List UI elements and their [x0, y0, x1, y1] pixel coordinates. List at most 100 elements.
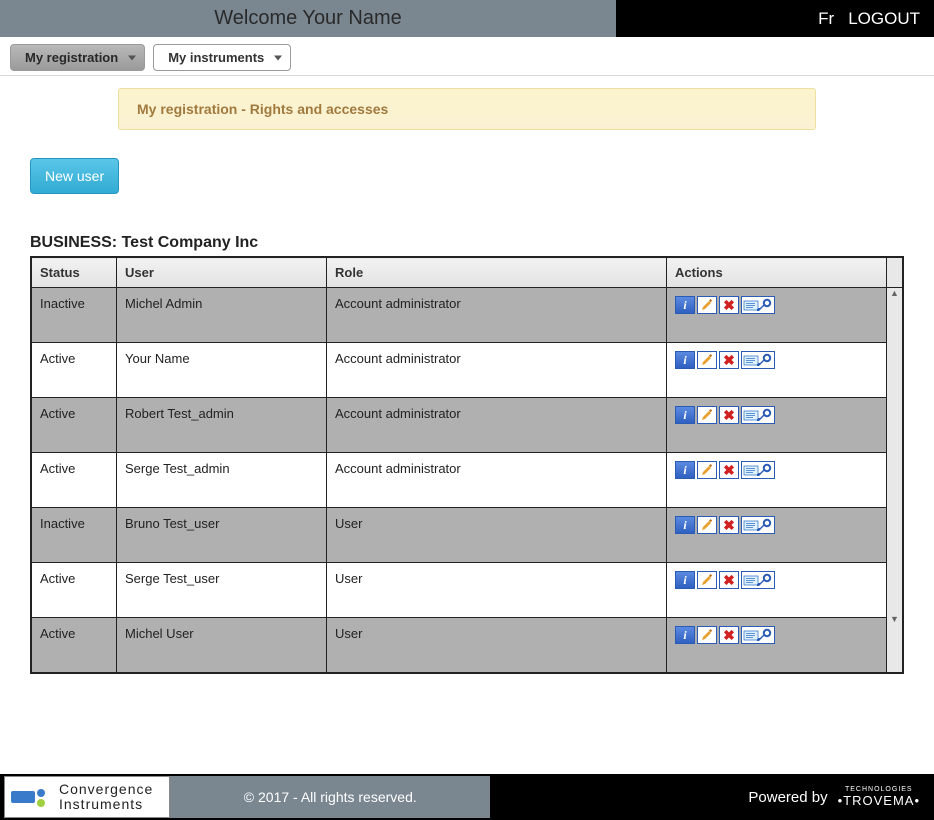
menubar: My registration My instruments [0, 37, 934, 76]
cell-role: User [327, 508, 667, 563]
welcome-label: Welcome Your Name [0, 0, 616, 37]
cell-role: Account administrator [327, 453, 667, 508]
business-label: BUSINESS: [30, 234, 117, 251]
info-icon[interactable]: i [675, 516, 695, 534]
col-status: Status [32, 258, 117, 288]
edit-icon[interactable] [697, 296, 717, 314]
footer-brand: Convergence Instruments [4, 776, 170, 818]
cell-user: Michel Admin [117, 288, 327, 343]
table-row: Active Serge Test_user User i ✖ [32, 563, 903, 618]
cell-user: Robert Test_admin [117, 398, 327, 453]
cell-user: Your Name [117, 343, 327, 398]
info-icon[interactable]: i [675, 571, 695, 589]
business-title: BUSINESS: Test Company Inc [30, 234, 904, 252]
menu-my-registration-label: My registration [25, 50, 118, 65]
key-icon[interactable] [741, 516, 775, 534]
cell-status: Active [32, 343, 117, 398]
table-row: Active Serge Test_admin Account administ… [32, 453, 903, 508]
cell-actions: i ✖ [667, 508, 887, 563]
brand-line2: Instruments [59, 797, 153, 812]
menu-my-instruments[interactable]: My instruments [153, 44, 291, 71]
trovema-big: •TROVEMA• [838, 793, 920, 808]
chevron-down-icon [128, 55, 136, 60]
info-icon[interactable]: i [675, 351, 695, 369]
row-actions: i ✖ [675, 461, 878, 479]
info-icon[interactable]: i [675, 461, 695, 479]
cell-role: Account administrator [327, 398, 667, 453]
cell-actions: i ✖ [667, 288, 887, 343]
row-actions: i ✖ [675, 516, 878, 534]
delete-icon[interactable]: ✖ [719, 461, 739, 479]
key-icon[interactable] [741, 296, 775, 314]
footer-right: Powered by TECHNOLOGIES •TROVEMA• [490, 786, 934, 808]
delete-icon[interactable]: ✖ [719, 351, 739, 369]
page-banner: My registration - Rights and accesses [118, 88, 816, 130]
delete-icon[interactable]: ✖ [719, 626, 739, 644]
cell-status: Inactive [32, 288, 117, 343]
footer-copyright: © 2017 - All rights reserved. [170, 776, 490, 818]
business-name: Test Company Inc [122, 234, 259, 251]
convergence-logo-icon [11, 783, 51, 811]
cell-role: Account administrator [327, 343, 667, 398]
cell-status: Active [32, 398, 117, 453]
trovema-logo: TECHNOLOGIES •TROVEMA• [838, 786, 920, 808]
edit-icon[interactable] [697, 406, 717, 424]
cell-role: Account administrator [327, 288, 667, 343]
cell-status: Active [32, 453, 117, 508]
cell-actions: i ✖ [667, 453, 887, 508]
scroll-col [887, 258, 903, 288]
table-row: Active Michel User User i ✖ [32, 618, 903, 673]
delete-icon[interactable]: ✖ [719, 571, 739, 589]
key-icon[interactable] [741, 406, 775, 424]
cell-role: User [327, 618, 667, 673]
key-icon[interactable] [741, 461, 775, 479]
col-user: User [117, 258, 327, 288]
info-icon[interactable]: i [675, 406, 695, 424]
edit-icon[interactable] [697, 461, 717, 479]
delete-icon[interactable]: ✖ [719, 516, 739, 534]
key-icon[interactable] [741, 351, 775, 369]
cell-actions: i ✖ [667, 398, 887, 453]
edit-icon[interactable] [697, 516, 717, 534]
col-role: Role [327, 258, 667, 288]
footer: Convergence Instruments © 2017 - All rig… [0, 774, 934, 820]
cell-user: Serge Test_user [117, 563, 327, 618]
topbar: Welcome Your Name Fr LOGOUT [0, 0, 934, 37]
topbar-right: Fr LOGOUT [616, 0, 934, 37]
cell-user: Bruno Test_user [117, 508, 327, 563]
language-toggle[interactable]: Fr [818, 9, 834, 29]
row-actions: i ✖ [675, 626, 878, 644]
cell-status: Inactive [32, 508, 117, 563]
powered-by-label: Powered by [748, 789, 827, 806]
info-icon[interactable]: i [675, 296, 695, 314]
edit-icon[interactable] [697, 626, 717, 644]
info-icon[interactable]: i [675, 626, 695, 644]
row-actions: i ✖ [675, 296, 878, 314]
chevron-down-icon [274, 55, 282, 60]
cell-role: User [327, 563, 667, 618]
cell-user: Michel User [117, 618, 327, 673]
key-icon[interactable] [741, 626, 775, 644]
table-row: Active Robert Test_admin Account adminis… [32, 398, 903, 453]
row-actions: i ✖ [675, 406, 878, 424]
cell-actions: i ✖ [667, 563, 887, 618]
content: My registration - Rights and accesses Ne… [0, 76, 934, 714]
col-actions: Actions [667, 258, 887, 288]
trovema-small: TECHNOLOGIES [838, 786, 920, 793]
edit-icon[interactable] [697, 351, 717, 369]
users-table-wrap: Status User Role Actions Inactive Michel… [30, 256, 904, 674]
cell-actions: i ✖ [667, 343, 887, 398]
delete-icon[interactable]: ✖ [719, 296, 739, 314]
menu-my-instruments-label: My instruments [168, 50, 264, 65]
key-icon[interactable] [741, 571, 775, 589]
menu-my-registration[interactable]: My registration [10, 44, 145, 71]
edit-icon[interactable] [697, 571, 717, 589]
cell-user: Serge Test_admin [117, 453, 327, 508]
scrollbar[interactable]: ▲▼ [887, 288, 903, 673]
new-user-button[interactable]: New user [30, 158, 119, 194]
delete-icon[interactable]: ✖ [719, 406, 739, 424]
row-actions: i ✖ [675, 571, 878, 589]
table-row: Active Your Name Account administrator i… [32, 343, 903, 398]
brand-line1: Convergence [59, 782, 153, 797]
logout-link[interactable]: LOGOUT [848, 9, 920, 29]
